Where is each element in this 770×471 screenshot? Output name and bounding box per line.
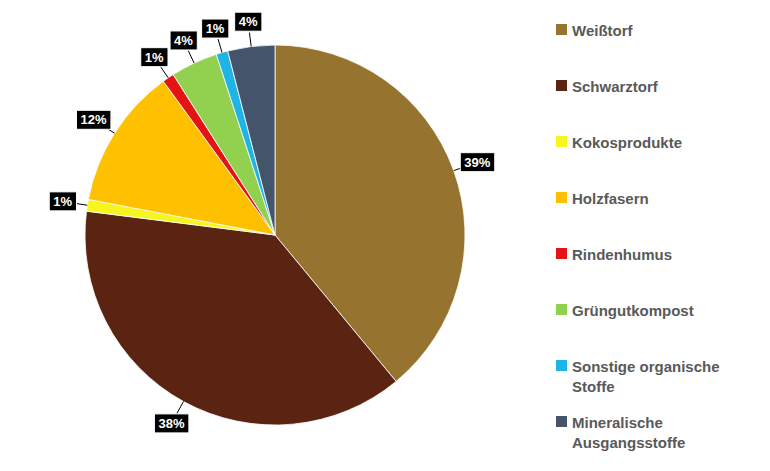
data-label-box: [170, 31, 197, 50]
legend-label: Grüngutkompost: [572, 302, 694, 319]
legend-swatch: [556, 192, 567, 203]
legend-swatch: [556, 304, 567, 315]
data-label: 39%: [464, 155, 490, 170]
legend-label-line: Holzfasern: [572, 190, 649, 207]
legend-swatch: [556, 248, 567, 259]
pie: [85, 45, 465, 425]
legend-label-line: Sonstige organische: [572, 358, 720, 375]
legend-label-line: Rindenhumus: [572, 246, 672, 263]
legend-label: Schwarztorf: [572, 78, 659, 95]
data-label-box: [202, 19, 229, 38]
data-label: 1%: [145, 50, 164, 65]
data-label: 4%: [174, 33, 193, 48]
legend-label: Weißtorf: [572, 22, 634, 39]
data-label-box: [49, 192, 76, 211]
legend-label-line: Ausgangsstoffe: [572, 433, 685, 450]
data-label-box: [154, 414, 188, 433]
legend-label: Holzfasern: [572, 190, 649, 207]
data-label-box: [460, 153, 494, 172]
leader-line: [188, 50, 194, 63]
data-label: 38%: [158, 416, 184, 431]
legend-swatch: [556, 136, 567, 147]
data-labels: 39% 38% 1% 12% 1% 4% 1% 4%: [49, 12, 494, 433]
leader-line: [177, 401, 184, 413]
legend-label-line: Stoffe: [572, 377, 615, 394]
legend-label-line: Kokosprodukte: [572, 134, 682, 151]
data-label: 1%: [206, 21, 225, 36]
leader-line: [218, 39, 222, 52]
legend-swatch: [556, 80, 567, 91]
legend-label-line: Weißtorf: [572, 22, 634, 39]
pie-slice: [228, 45, 275, 235]
data-label-box: [76, 110, 110, 129]
legend-label-line: Mineralische: [572, 414, 663, 431]
legend: Weißtorf Schwarztorf Kokosprodukte Holzfase…: [556, 22, 720, 451]
leader-line: [160, 66, 168, 78]
legend-label-line: Schwarztorf: [572, 78, 659, 95]
data-label: 12%: [80, 112, 106, 127]
chart: 39% 38% 1% 12% 1% 4% 1% 4% Weißtorf Schwarztorf Ko…: [0, 0, 770, 471]
pie-slice: [85, 211, 396, 425]
data-label-box: [235, 12, 262, 31]
legend-label: Mineralische Ausgangsstoffe: [572, 414, 685, 451]
data-label: 4%: [239, 14, 258, 29]
legend-swatch: [556, 360, 567, 371]
legend-label: Sonstige organische Stoffe: [572, 358, 720, 395]
leader-line: [249, 33, 251, 47]
data-label: 1%: [53, 194, 72, 209]
legend-label: Rindenhumus: [572, 246, 672, 263]
legend-swatch: [556, 24, 567, 35]
data-label-box: [141, 48, 168, 67]
legend-label-line: Grüngutkompost: [572, 302, 694, 319]
legend-swatch: [556, 416, 567, 427]
legend-label: Kokosprodukte: [572, 134, 682, 151]
